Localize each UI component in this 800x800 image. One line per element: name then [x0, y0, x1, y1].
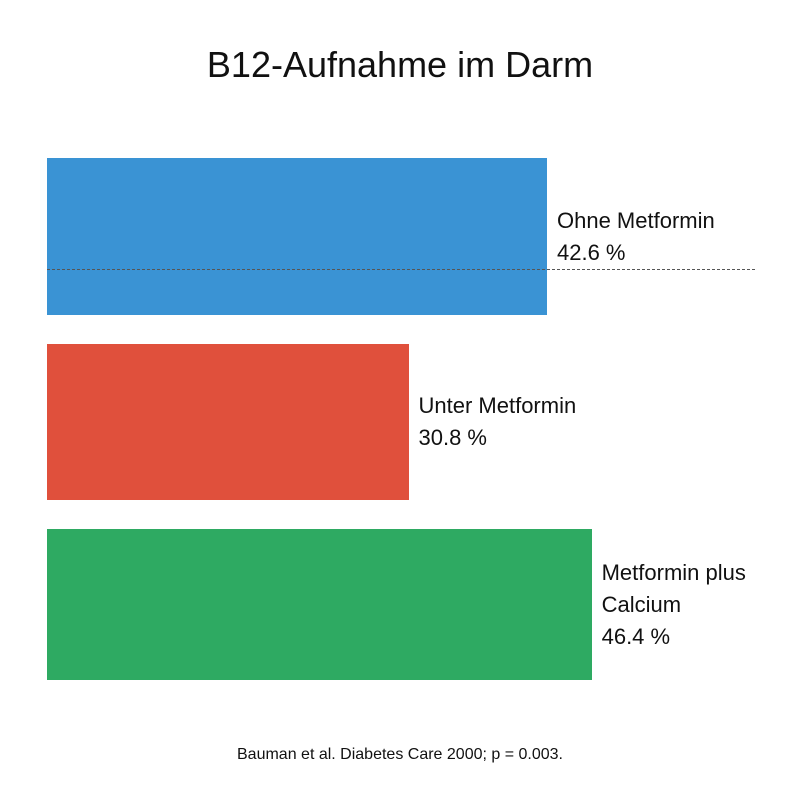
bar-label: Ohne Metformin 42.6 % — [557, 205, 732, 269]
category-label: Unter Metformin — [418, 393, 577, 418]
category-label: Ohne Metformin — [557, 207, 715, 233]
chart-title: B12-Aufnahme im Darm — [206, 44, 594, 85]
bar-label: Unter Metformin 30.8 % — [419, 390, 594, 454]
value-label: 46.4 % — [601, 623, 671, 649]
bar — [47, 529, 592, 680]
value-label: 30.8 % — [418, 425, 488, 450]
category-label: Metformin plus Calcium — [601, 559, 746, 617]
bar-label: Metformin plus Calcium 46.4 % — [602, 557, 777, 653]
bar — [47, 158, 547, 315]
reference-line — [47, 269, 755, 270]
value-label: 42.6 % — [557, 239, 626, 265]
bar — [47, 344, 409, 500]
source-note: Bauman et al. Diabetes Care 2000; p = 0.… — [237, 746, 563, 763]
